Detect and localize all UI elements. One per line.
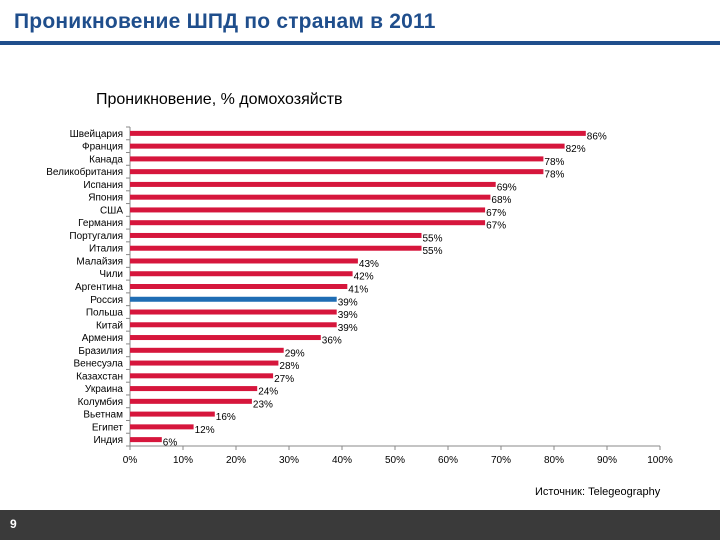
data-label: 39%	[338, 310, 358, 321]
category-label: Канада	[89, 154, 123, 165]
data-label: 78%	[544, 157, 564, 168]
category-label: Швейцария	[70, 129, 123, 140]
chart-title: Проникновение, % домохозяйств	[96, 91, 343, 108]
data-label: 55%	[423, 233, 443, 244]
x-tick-label: 30%	[279, 455, 299, 466]
bar	[130, 220, 486, 226]
data-label: 16%	[216, 412, 236, 423]
category-label: Казахстан	[76, 371, 123, 382]
category-label: Аргентина	[75, 282, 123, 293]
x-tick-label: 40%	[332, 455, 352, 466]
bar	[130, 232, 422, 238]
category-label: Армения	[82, 333, 123, 344]
x-tick-label: 50%	[385, 455, 405, 466]
bar	[130, 258, 358, 264]
x-tick-label: 10%	[173, 455, 193, 466]
page-number: 9	[10, 517, 17, 531]
data-label: 86%	[587, 131, 607, 142]
category-label: Индия	[93, 435, 123, 446]
data-label: 55%	[423, 246, 443, 257]
data-label: 27%	[274, 374, 294, 385]
x-tick-label: 70%	[491, 455, 511, 466]
category-label: Вьетнам	[83, 410, 123, 421]
bar	[130, 335, 321, 341]
category-label: Япония	[88, 193, 123, 204]
bar	[130, 181, 496, 187]
data-label: 42%	[354, 272, 374, 283]
data-label: 67%	[486, 208, 506, 219]
category-label: Германия	[78, 218, 123, 229]
bar	[130, 322, 337, 328]
category-label: Италия	[89, 244, 123, 255]
x-tick-label: 90%	[597, 455, 617, 466]
bar	[130, 398, 252, 404]
data-label: 29%	[285, 348, 305, 359]
bar	[130, 296, 337, 302]
bar	[130, 271, 353, 277]
footer-bar: 9	[0, 510, 720, 540]
bar	[130, 347, 284, 353]
bar	[130, 386, 258, 392]
category-label: США	[100, 205, 123, 216]
category-label: Китай	[96, 320, 123, 331]
x-tick-label: 20%	[226, 455, 246, 466]
bar	[130, 424, 194, 430]
bar	[130, 309, 337, 315]
x-tick-label: 80%	[544, 455, 564, 466]
category-label: Малайзия	[76, 256, 123, 267]
category-label: Португалия	[69, 231, 123, 242]
bar	[130, 245, 422, 251]
x-tick-label: 60%	[438, 455, 458, 466]
bar	[130, 194, 491, 200]
bar	[130, 284, 348, 289]
bar	[130, 169, 544, 175]
data-label: 39%	[338, 297, 358, 308]
data-label: 43%	[359, 259, 379, 270]
category-label: Чили	[99, 269, 123, 280]
category-label: Франция	[82, 142, 123, 153]
bar	[130, 143, 565, 149]
data-label: 28%	[279, 361, 299, 372]
category-label: Польша	[86, 308, 124, 319]
x-tick-label: 0%	[123, 455, 138, 466]
bar	[130, 130, 586, 136]
data-label: 67%	[486, 221, 506, 232]
category-label: Великобритания	[46, 166, 123, 178]
data-label: 24%	[258, 387, 278, 398]
category-label: Египет	[92, 422, 124, 433]
source-note: Источник: Telegeography	[535, 486, 661, 498]
bar	[130, 437, 162, 443]
category-label: Колумбия	[78, 396, 123, 408]
bar	[130, 156, 544, 162]
x-tick-label: 100%	[647, 455, 673, 466]
bar	[130, 360, 279, 366]
data-label: 36%	[322, 336, 342, 347]
bar	[130, 411, 215, 417]
category-label: Бразилия	[78, 346, 123, 357]
data-label: 6%	[163, 438, 178, 449]
data-label: 82%	[566, 144, 586, 155]
data-label: 39%	[338, 323, 358, 334]
bar	[130, 373, 274, 379]
slide-title: Проникновение ШПД по странам в 2011	[14, 10, 436, 33]
category-label: Испания	[83, 180, 123, 191]
title-rule	[0, 41, 720, 45]
data-label: 69%	[497, 182, 517, 193]
category-label: Венесуэла	[74, 359, 124, 370]
data-label: 41%	[348, 285, 368, 296]
data-label: 23%	[253, 399, 273, 410]
data-label: 12%	[195, 425, 215, 436]
data-label: 68%	[491, 195, 511, 206]
category-label: Украина	[85, 384, 124, 395]
bar	[130, 207, 486, 213]
data-label: 78%	[544, 170, 564, 181]
category-label: Россия	[90, 295, 123, 306]
